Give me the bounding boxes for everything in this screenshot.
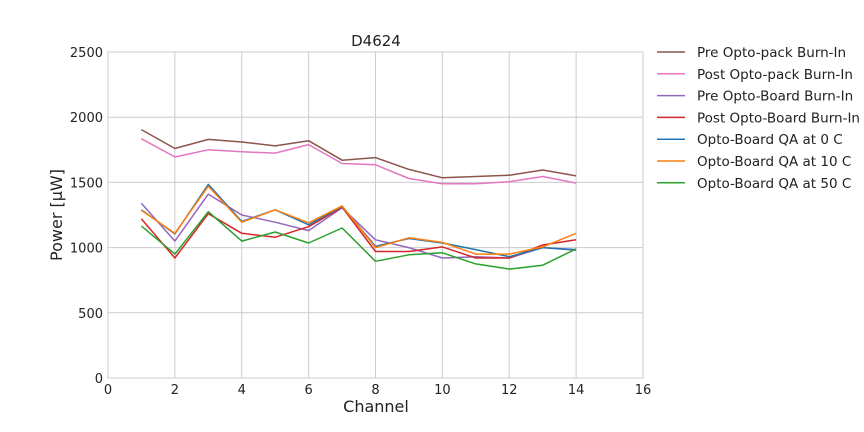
legend-item-5: Opto-Board QA at 0 C [657, 132, 843, 148]
x-tick-label-8: 8 [371, 383, 379, 398]
series-line-7 [140, 210, 577, 270]
legend-label-3: Pre Opto-Board Burn-In [697, 89, 853, 105]
legend-label-6: Opto-Board QA at 10 C [697, 154, 851, 170]
y-axis-ticks: 0 500 1000 1500 2000 2500 [70, 46, 103, 387]
series-line-2 [141, 138, 577, 185]
x-axis-label: Channel [343, 397, 409, 416]
x-tick-label-6: 6 [304, 383, 312, 398]
y-tick-label-1500: 1500 [70, 176, 103, 191]
legend-item-1: Pre Opto-pack Burn-In [657, 45, 846, 61]
series-line-1 [141, 128, 577, 179]
y-tick-label-2000: 2000 [70, 111, 103, 126]
chart-title: D4624 [351, 32, 401, 50]
series-lines [140, 128, 577, 270]
legend-item-4: Post Opto-Board Burn-In [657, 110, 860, 126]
legend-label-2: Post Opto-pack Burn-In [697, 67, 853, 83]
legend-item-3: Pre Opto-Board Burn-In [657, 89, 853, 105]
y-axis-label: Power [μW] [47, 169, 66, 261]
legend-item-2: Post Opto-pack Burn-In [657, 67, 853, 83]
legend: Pre Opto-pack Burn-In Post Opto-pack Burn… [657, 45, 860, 192]
x-tick-label-4: 4 [238, 383, 246, 398]
y-tick-label-2500: 2500 [70, 46, 103, 61]
x-tick-label-14: 14 [568, 383, 585, 398]
x-axis-ticks: 0 2 4 6 8 10 12 14 16 [104, 383, 651, 398]
y-tick-label-500: 500 [78, 307, 103, 322]
legend-item-6: Opto-Board QA at 10 C [657, 154, 851, 170]
y-tick-label-0: 0 [95, 372, 103, 387]
legend-label-7: Opto-Board QA at 50 C [697, 176, 851, 192]
x-tick-label-10: 10 [434, 383, 451, 398]
x-tick-label-0: 0 [104, 383, 112, 398]
x-tick-label-16: 16 [635, 383, 652, 398]
legend-item-7: Opto-Board QA at 50 C [657, 176, 851, 192]
plot-frame [107, 51, 644, 379]
series-line-6 [140, 185, 577, 255]
x-tick-label-12: 12 [501, 383, 518, 398]
y-tick-label-1000: 1000 [70, 242, 103, 257]
x-tick-label-2: 2 [171, 383, 179, 398]
legend-label-1: Pre Opto-pack Burn-In [697, 45, 846, 61]
legend-label-5: Opto-Board QA at 0 C [697, 132, 843, 148]
legend-label-4: Post Opto-Board Burn-In [697, 110, 860, 126]
